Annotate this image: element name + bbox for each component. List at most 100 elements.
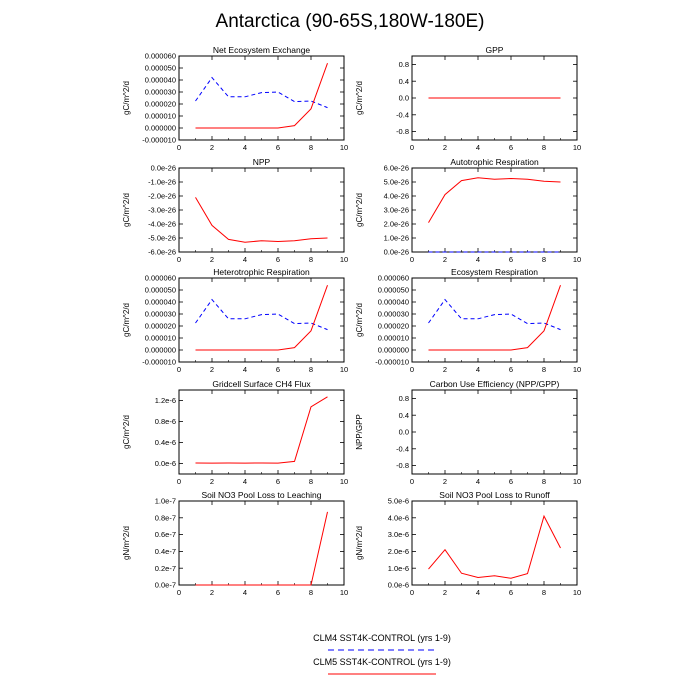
y-tick-label: 1.0e-7 (155, 497, 176, 506)
x-tick-label: 6 (509, 143, 513, 152)
x-tick-label: 8 (542, 255, 546, 264)
series-line-clm5 (196, 397, 328, 463)
x-tick-label: 10 (573, 255, 581, 264)
x-tick-label: 0 (177, 255, 181, 264)
y-tick-label: -0.4 (396, 444, 409, 453)
y-tick-label: 1.0e-6 (388, 564, 409, 573)
series-line-clm5 (196, 512, 328, 585)
y-tick-label: 0.000030 (145, 310, 176, 319)
y-tick-label: 0.4e-6 (155, 438, 176, 447)
y-tick-label: -0.000010 (142, 358, 176, 367)
x-tick-label: 0 (177, 143, 181, 152)
y-tick-label: 0.2e-7 (155, 564, 176, 573)
x-tick-label: 10 (340, 255, 348, 264)
panel-5: Heterotrophic Respiration gC/m^2/d 0 2 4 6 8 10… (122, 267, 348, 374)
y-tick-label: 0.8e-6 (155, 417, 176, 426)
legend-label-clm4: CLM4 SST4K-CONTROL (yrs 1-9) (313, 633, 451, 643)
y-tick-label: 0.000060 (145, 274, 176, 283)
y-tick-label: 0.000030 (145, 88, 176, 97)
x-tick-label: 6 (276, 588, 280, 597)
x-tick-label: 4 (476, 588, 480, 597)
y-axis-label: gN/m^2/d (122, 526, 131, 560)
y-tick-label: 0.000010 (378, 334, 409, 343)
y-tick-label: 0.000050 (145, 286, 176, 295)
series-line-clm5 (429, 178, 561, 223)
panel-frame (412, 501, 577, 585)
y-tick-label: 0.6e-7 (155, 530, 176, 539)
y-tick-label: 0.000040 (378, 298, 409, 307)
y-axis-label: gC/m^2/d (122, 303, 131, 337)
x-tick-label: 8 (309, 255, 313, 264)
x-tick-label: 6 (276, 255, 280, 264)
panel-title: GPP (486, 45, 504, 55)
y-tick-label: 0.000060 (378, 274, 409, 283)
x-tick-label: 8 (309, 477, 313, 486)
x-tick-label: 4 (243, 143, 247, 152)
series-line-clm5 (196, 285, 328, 350)
y-axis-label: gC/m^2/d (122, 415, 131, 449)
legend: CLM4 SST4K-CONTROL (yrs 1-9) CLM5 SST4K-… (313, 633, 451, 674)
y-tick-label: 0.8 (399, 394, 409, 403)
x-tick-label: 10 (340, 477, 348, 486)
panel-9: Soil NO3 Pool Loss to Leaching gN/m^2/d 0 2… (122, 490, 348, 597)
y-tick-label: 0.000000 (145, 124, 176, 133)
x-tick-label: 10 (573, 588, 581, 597)
x-tick-label: 0 (410, 365, 414, 374)
x-tick-label: 4 (476, 365, 480, 374)
x-tick-label: 0 (177, 477, 181, 486)
x-tick-label: 2 (210, 255, 214, 264)
panel-frame (412, 168, 577, 252)
panel-title: Gridcell Surface CH4 Flux (212, 379, 311, 389)
panel-frame (412, 278, 577, 362)
panel-title: Soil NO3 Pool Loss to Leaching (201, 490, 321, 500)
x-tick-label: 4 (243, 588, 247, 597)
y-tick-label: 0.000040 (145, 76, 176, 85)
x-tick-label: 10 (573, 477, 581, 486)
y-axis-label: gC/m^2/d (355, 81, 364, 115)
y-tick-label: 0.0 (399, 94, 409, 103)
panel-frame (179, 390, 344, 474)
x-tick-label: 0 (177, 588, 181, 597)
panel-frame (179, 168, 344, 252)
x-tick-label: 2 (443, 588, 447, 597)
y-tick-label: 0.000060 (145, 52, 176, 61)
y-axis-label: gC/m^2/d (355, 303, 364, 337)
x-tick-label: 8 (309, 588, 313, 597)
x-tick-label: 2 (443, 365, 447, 374)
y-tick-label: 0.4 (399, 411, 409, 420)
y-axis-label: gN/m^2/d (355, 526, 364, 560)
x-tick-label: 10 (340, 588, 348, 597)
y-tick-label: 0.000050 (378, 286, 409, 295)
y-tick-label: 2.0e-6 (388, 547, 409, 556)
y-tick-label: 0.000000 (145, 346, 176, 355)
y-tick-label: -0.000010 (142, 136, 176, 145)
x-tick-label: 8 (542, 477, 546, 486)
y-tick-label: -1.0e-26 (148, 178, 176, 187)
series-line-clm4 (196, 78, 328, 108)
y-tick-label: 0.000010 (145, 112, 176, 121)
x-tick-label: 10 (340, 143, 348, 152)
panel-8: Carbon Use Efficiency (NPP/GPP) NPP/GPP 0 2… (355, 379, 581, 486)
y-tick-label: 0.0 (399, 428, 409, 437)
panel-title: Carbon Use Efficiency (NPP/GPP) (430, 379, 560, 389)
panel-frame (179, 278, 344, 362)
panel-title: NPP (253, 157, 271, 167)
y-tick-label: 1.2e-6 (155, 396, 176, 405)
panel-6: Ecosystem Respiration gC/m^2/d 0 2 4 6 8 10 -0.0… (355, 267, 581, 374)
series-line-clm4 (429, 300, 561, 330)
y-tick-label: -5.0e-26 (148, 234, 176, 243)
x-tick-label: 2 (443, 477, 447, 486)
y-tick-label: 0.0e-6 (388, 581, 409, 590)
y-tick-label: -0.8 (396, 127, 409, 136)
y-tick-label: 4.0e-26 (384, 192, 409, 201)
x-tick-label: 8 (542, 143, 546, 152)
y-tick-label: -6.0e-26 (148, 248, 176, 257)
panel-4: Autotrophic Respiration gC/m^2/d 0 2 4 6 8 10 0.… (355, 157, 581, 264)
x-tick-label: 0 (410, 143, 414, 152)
y-axis-label: gC/m^2/d (122, 81, 131, 115)
x-tick-label: 2 (443, 255, 447, 264)
x-tick-label: 10 (573, 365, 581, 374)
x-tick-label: 4 (243, 477, 247, 486)
x-tick-label: 2 (443, 143, 447, 152)
